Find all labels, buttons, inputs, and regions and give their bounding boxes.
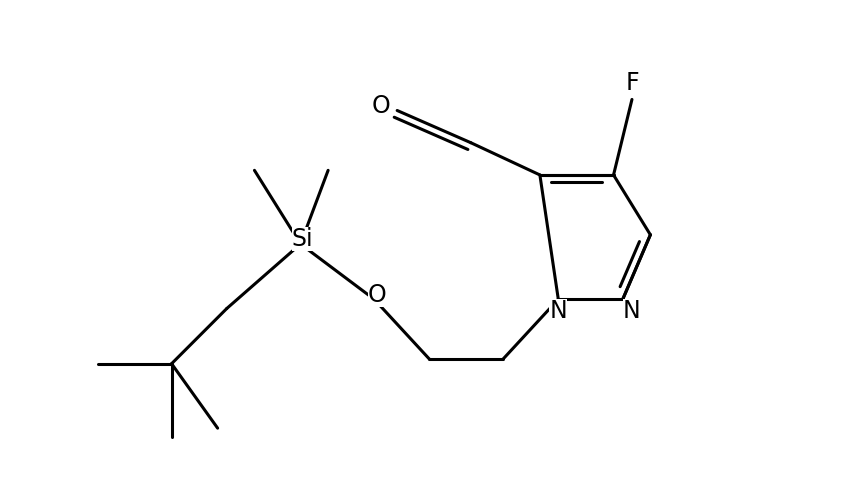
Text: N: N xyxy=(623,299,641,323)
Text: N: N xyxy=(549,299,567,323)
Text: F: F xyxy=(625,71,639,95)
Text: O: O xyxy=(367,283,386,306)
Text: Si: Si xyxy=(292,227,313,251)
Text: O: O xyxy=(372,94,390,118)
